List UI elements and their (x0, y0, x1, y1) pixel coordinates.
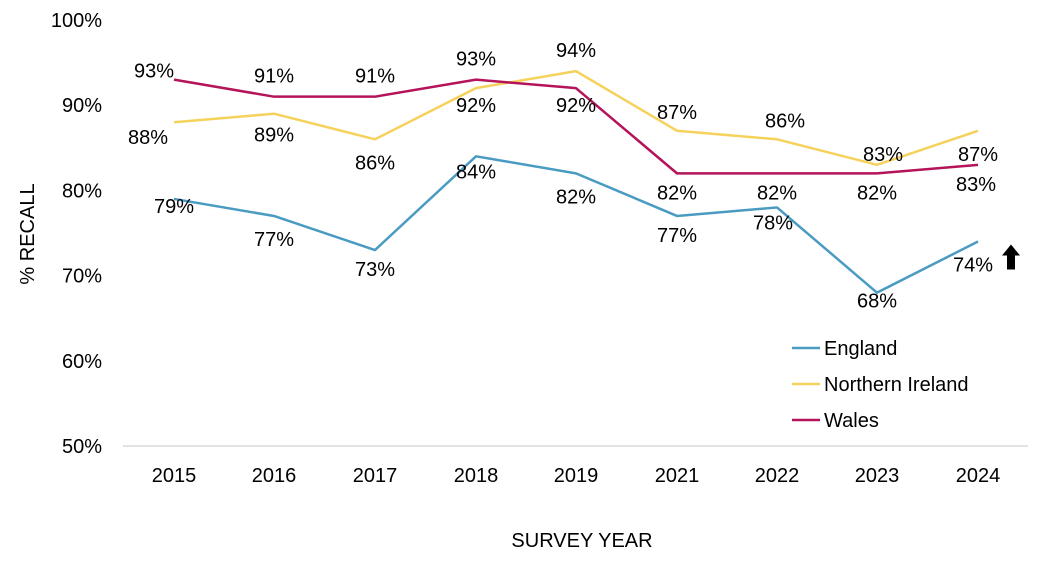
x-tick-label: 2024 (956, 465, 1001, 487)
data-label-wales: 93% (134, 61, 174, 83)
data-label-wales: 82% (657, 182, 697, 204)
series-line-wales (173, 78, 979, 175)
data-label-england: 74% (953, 255, 993, 277)
data-label-england: 82% (556, 186, 596, 208)
data-label-wales: 93% (456, 49, 496, 71)
y-tick-label: 90% (62, 95, 102, 117)
data-label-england: 79% (154, 196, 194, 218)
data-label-northern-ireland: 89% (254, 125, 294, 147)
arrow-up-icon (1002, 244, 1020, 270)
data-label-northern-ireland: 86% (765, 110, 805, 132)
data-label-wales: 92% (556, 95, 596, 117)
y-tick-label: 60% (62, 351, 102, 373)
data-label-wales: 83% (956, 174, 996, 196)
data-label-northern-ireland: 94% (556, 40, 596, 62)
series-line-england (173, 155, 979, 294)
data-label-england: 73% (355, 259, 395, 281)
y-tick-label: 100% (51, 10, 102, 32)
x-tick-label: 2022 (755, 465, 800, 487)
legend-label: Wales (824, 410, 879, 432)
data-label-england: 84% (456, 161, 496, 183)
legend-item-wales: Wales (792, 410, 879, 432)
data-label-wales: 82% (857, 182, 897, 204)
data-label-northern-ireland: 87% (657, 102, 697, 124)
x-tick-label: 2019 (554, 465, 599, 487)
series-line-northern-ireland (173, 69, 979, 167)
legend-item-northern-ireland: Northern Ireland (792, 374, 969, 396)
legend-item-england: England (792, 338, 897, 360)
y-tick-label: 70% (62, 266, 102, 288)
data-label-northern-ireland: 88% (128, 127, 168, 149)
y-axis-title: % RECALL (17, 183, 39, 284)
data-label-northern-ireland: 87% (958, 144, 998, 166)
x-tick-label: 2015 (152, 465, 197, 487)
x-axis-title: SURVEY YEAR (511, 530, 652, 552)
data-label-england: 77% (254, 229, 294, 251)
legend-label: England (824, 338, 897, 360)
x-tick-label: 2018 (454, 465, 499, 487)
data-label-northern-ireland: 86% (355, 152, 395, 174)
data-label-england: 77% (657, 225, 697, 247)
data-label-england: 68% (857, 291, 897, 313)
y-tick-label: 50% (62, 436, 102, 458)
data-label-england: 78% (753, 212, 793, 234)
y-tick-label: 80% (62, 180, 102, 202)
data-label-wales: 91% (254, 66, 294, 88)
x-tick-label: 2016 (252, 465, 297, 487)
data-label-northern-ireland: 83% (863, 144, 903, 166)
data-label-northern-ireland: 92% (456, 95, 496, 117)
data-label-wales: 91% (355, 66, 395, 88)
x-tick-label: 2017 (353, 465, 398, 487)
x-tick-label: 2023 (855, 465, 900, 487)
data-label-wales: 82% (757, 182, 797, 204)
x-tick-label: 2021 (655, 465, 700, 487)
legend-label: Northern Ireland (824, 374, 969, 396)
